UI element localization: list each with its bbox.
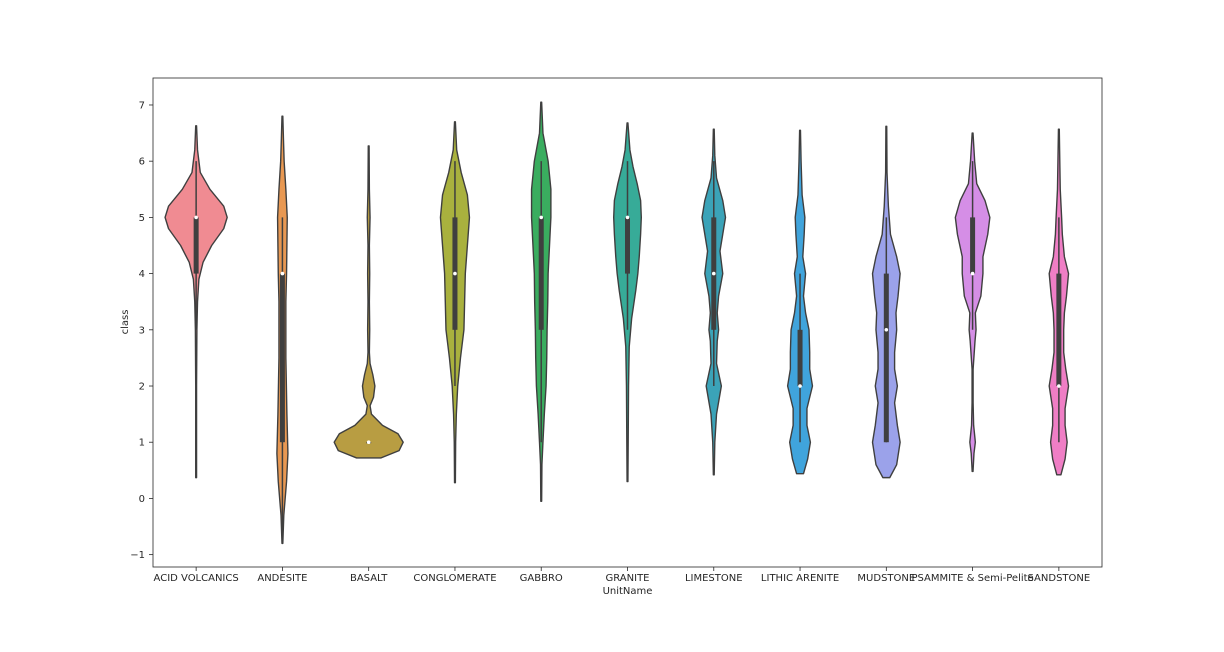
violin-group (276, 115, 289, 545)
violin-median-dot (453, 271, 457, 276)
violin-iqr-box (970, 217, 976, 274)
violin-median-dot (711, 271, 716, 276)
violin-iqr-box (193, 217, 199, 274)
y-tick-label: 4 (139, 269, 145, 280)
violin-group (333, 145, 404, 459)
violin-group (954, 132, 991, 473)
violin-median-dot (625, 215, 630, 220)
violin-body (333, 145, 404, 459)
x-axis-ticks: ACID VOLCANICS ANDESITE BASALT CONGLOMERATE… (154, 567, 1091, 584)
violin-group (439, 121, 471, 484)
x-tick-label: MUDSTONE (857, 573, 915, 584)
y-tick-label: 7 (139, 100, 145, 111)
y-tick-label: 3 (139, 325, 145, 336)
x-tick-label: LITHIC ARENITE (761, 573, 839, 584)
y-axis-ticks: −1 0 1 2 3 4 5 6 7 (130, 100, 153, 561)
y-axis-label: class (120, 310, 131, 335)
y-tick-label: 1 (139, 438, 145, 449)
y-tick-label: −1 (130, 550, 145, 561)
violin-median-dot (194, 215, 198, 220)
x-axis-label: UnitName (603, 586, 653, 597)
x-tick-label: GABBRO (520, 573, 563, 584)
violin-median-dot (280, 271, 285, 276)
x-tick-label: BASALT (350, 573, 388, 584)
violin-group (786, 129, 814, 475)
x-tick-label: CONGLOMERATE (413, 573, 496, 584)
x-tick-label: SANDSTONE (1028, 573, 1091, 584)
x-tick-label: GRANITE (606, 573, 650, 584)
violin-group (871, 125, 901, 479)
violin-median-dot (1057, 384, 1061, 388)
violin-median-dot (884, 328, 889, 332)
violin-iqr-box (797, 329, 803, 387)
violin-group (1048, 128, 1070, 476)
y-tick-label: 6 (139, 157, 145, 168)
plot-frame (152, 77, 1103, 568)
y-tick-label: 5 (139, 213, 145, 224)
violin-group (530, 101, 552, 502)
violin-iqr-box (883, 273, 889, 443)
violin-iqr-box (538, 217, 544, 330)
violin-median-dot (366, 440, 371, 445)
x-tick-label: ANDESITE (257, 573, 307, 584)
x-tick-label: LIMESTONE (685, 573, 743, 584)
violin-iqr-box (279, 273, 285, 443)
violin-group (701, 128, 727, 476)
violin-median-dot (798, 384, 802, 388)
violin-median-dot (539, 215, 544, 220)
y-tick-label: 2 (139, 382, 145, 393)
violins-layer (164, 101, 1070, 545)
violin-group (164, 125, 228, 479)
x-tick-label: PSAMMITE & Semi-Pelite (911, 573, 1033, 584)
violin-iqr-box (1056, 273, 1062, 387)
violin-iqr-box (625, 217, 630, 274)
x-tick-label: ACID VOLCANICS (154, 573, 239, 584)
y-tick-label: 0 (139, 494, 145, 505)
violin-median-dot (970, 271, 975, 276)
violin-group (613, 122, 642, 483)
